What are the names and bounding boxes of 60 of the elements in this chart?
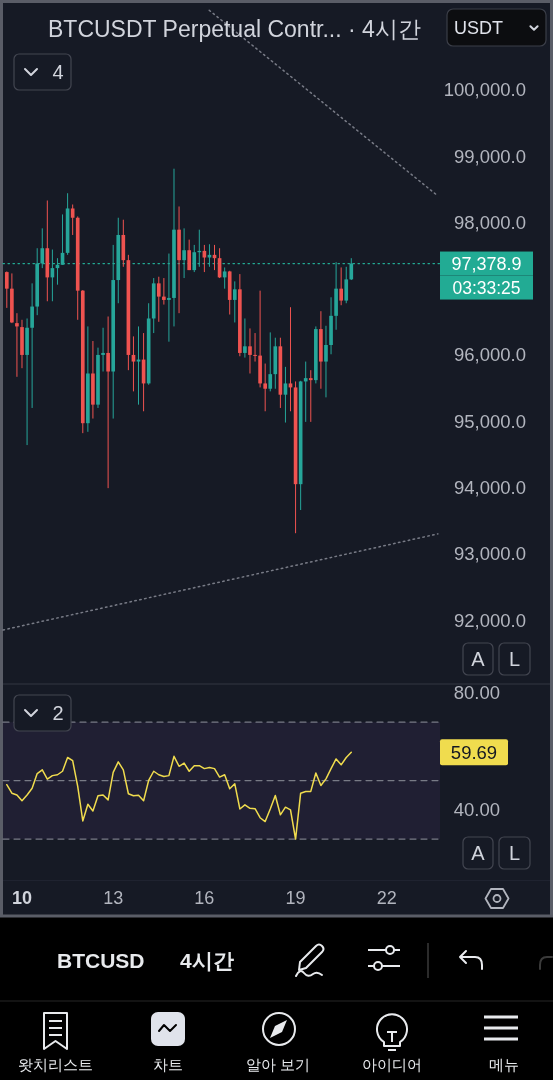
- button: A: [462, 836, 494, 870]
- x-tick-label: 19: [285, 888, 306, 908]
- button: L: [498, 642, 531, 676]
- annotation: 2: [52, 702, 64, 724]
- text: BTCUSD: [57, 948, 145, 972]
- candlestick: [243, 317, 247, 359]
- text: 알아 보기: [245, 1055, 311, 1073]
- y-tick-label: 95,000.0: [453, 410, 526, 432]
- annotation: L: [508, 842, 521, 864]
- candlestick: [308, 369, 313, 423]
- y-tick-label: 80.00: [453, 682, 500, 704]
- currency-dropdown: USDT: [446, 8, 547, 47]
- x-tick-label: 22: [376, 888, 397, 908]
- candlestick: [187, 239, 192, 271]
- candlestick: [324, 325, 328, 398]
- candlestick: [156, 276, 161, 323]
- annotation: 03:33:25: [452, 277, 521, 298]
- candlestick: [339, 266, 343, 306]
- line-series: [6, 751, 353, 840]
- collapse-button: 4: [13, 53, 72, 91]
- y-tick-label: 98,000.0: [453, 211, 526, 233]
- candlestick: [344, 266, 349, 304]
- annotation: 4: [52, 61, 64, 83]
- y-tick-label: 99,000.0: [453, 145, 526, 167]
- annotation: 59.69: [450, 741, 498, 763]
- annotation: USDT: [454, 18, 503, 38]
- y-tick-label: 40.00: [453, 799, 500, 821]
- annotation: A: [471, 648, 486, 670]
- y-tick-label: 94,000.0: [453, 476, 526, 498]
- x-tick-label: 16: [194, 888, 215, 908]
- candlestick: [15, 312, 19, 378]
- text: 왓치리스트: [17, 1055, 93, 1073]
- candlestick: [101, 327, 105, 372]
- annotation: L: [508, 648, 521, 670]
- candlestick: [232, 280, 237, 323]
- candlestick: [4, 270, 9, 309]
- ref-line-label: 97,378.9: [451, 253, 522, 274]
- candlestick: [162, 277, 166, 306]
- y-tick-label: 100,000.0: [443, 79, 526, 101]
- candlestick: [263, 363, 267, 412]
- y-tick-label: 96,000.0: [453, 344, 526, 366]
- candlestick: [30, 282, 34, 409]
- x-tick-label: 13: [103, 888, 124, 908]
- annotation: A: [471, 842, 486, 864]
- text: BTCUSDT Perpetual Contr... · 4시간: [48, 16, 421, 42]
- candlestick: [253, 332, 257, 363]
- text: 4시간: [180, 948, 234, 972]
- candlestick: [268, 331, 273, 392]
- candlestick: [248, 327, 252, 374]
- button: L: [498, 836, 531, 870]
- candlestick: [106, 316, 110, 489]
- candlestick: [303, 361, 308, 423]
- collapse-button: 2: [13, 694, 72, 732]
- y-tick-label: 93,000.0: [453, 543, 526, 565]
- text: 아이디어: [362, 1055, 422, 1073]
- text: 메뉴: [489, 1055, 519, 1073]
- y-tick-label: 92,000.0: [453, 609, 526, 631]
- text: 차트: [153, 1055, 183, 1073]
- x-tick-label: 10: [11, 888, 33, 908]
- button: A: [462, 642, 494, 676]
